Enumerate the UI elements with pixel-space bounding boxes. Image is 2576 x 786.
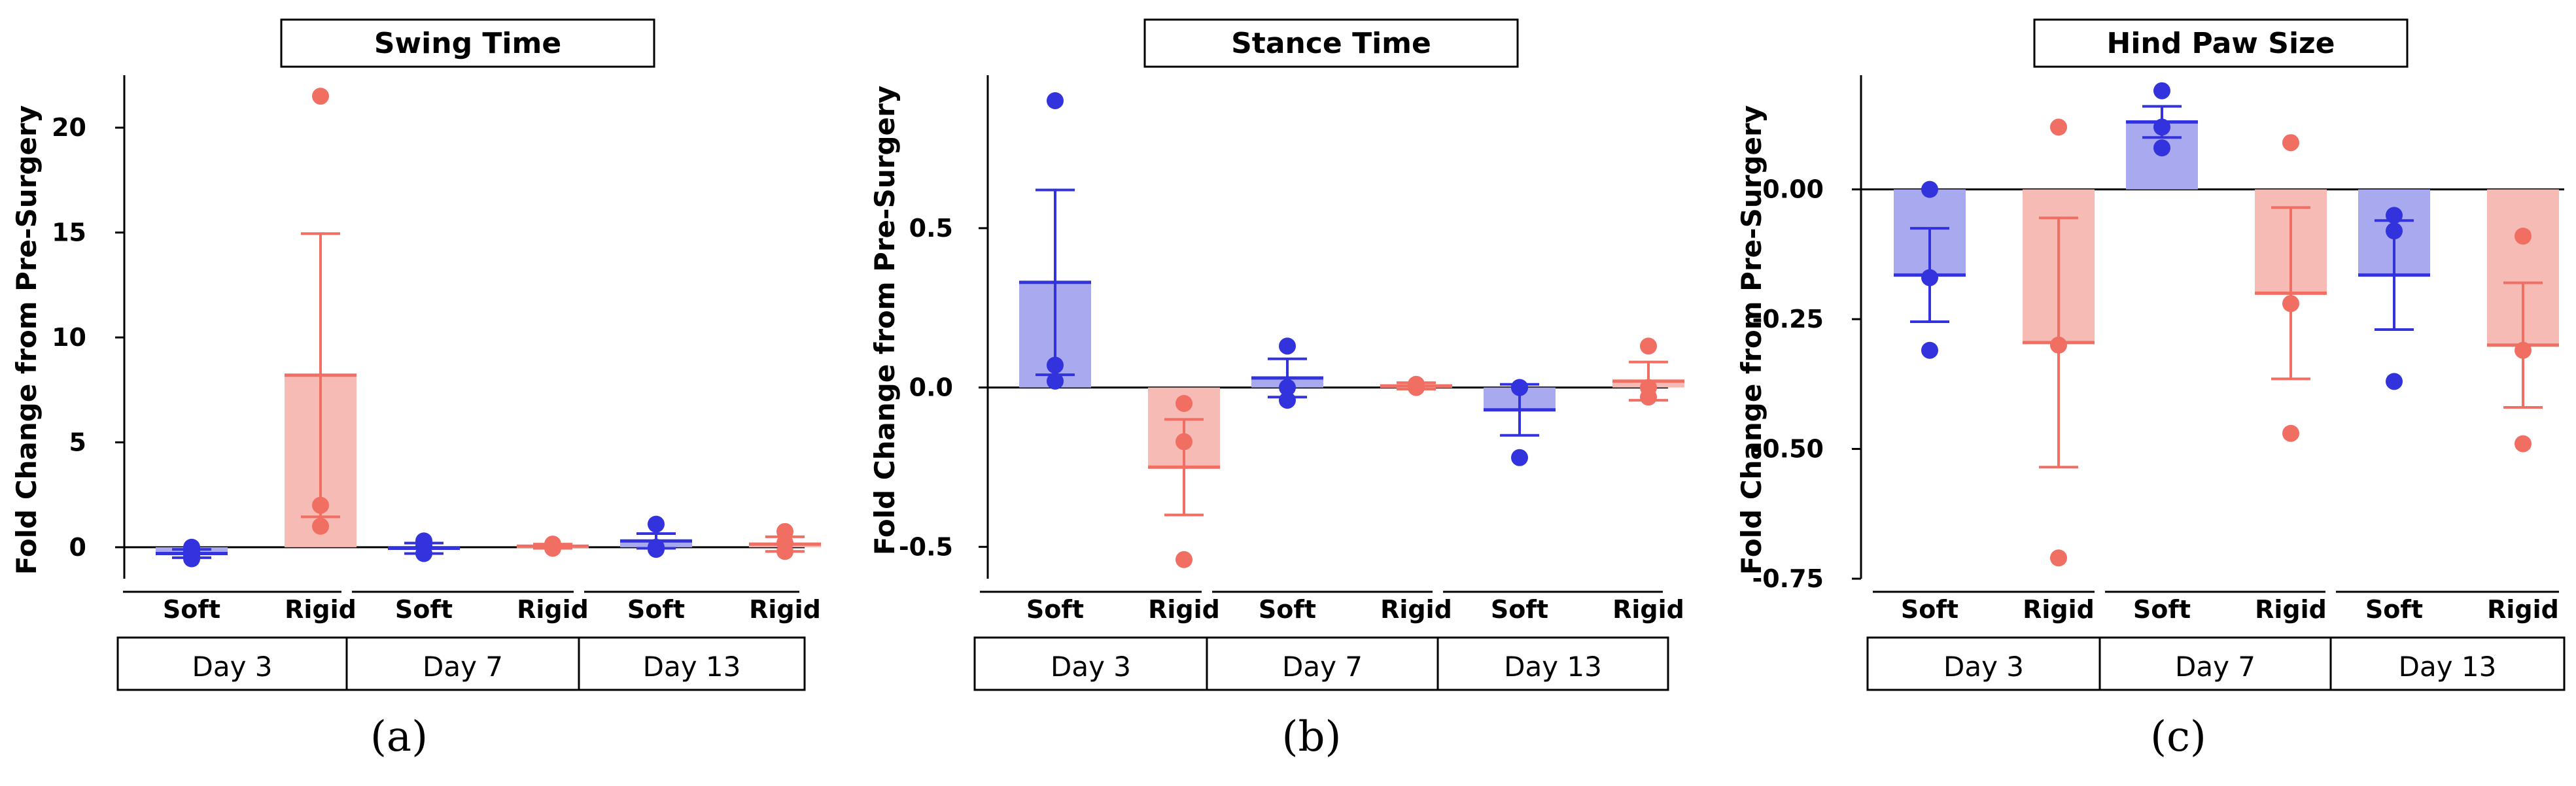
data-point — [1175, 394, 1192, 412]
data-point — [312, 88, 329, 105]
x-category-label: Rigid — [749, 595, 821, 624]
day-table-box — [116, 636, 806, 691]
x-category-label: Rigid — [1380, 595, 1452, 624]
data-point — [1175, 433, 1192, 451]
data-point — [1511, 379, 1528, 396]
y-tick-label: 5 — [69, 428, 86, 456]
y-tick-label: -0.25 — [1752, 305, 1824, 333]
panel-caption: (a) — [370, 713, 428, 761]
data-point — [1921, 341, 1938, 359]
data-point — [2153, 139, 2170, 157]
data-point — [1279, 337, 1296, 355]
data-point — [1408, 377, 1425, 395]
chart-panel-a: Swing Time 0 5 10 15 20 Fold Change from Pre-S… — [10, 18, 821, 761]
y-tick-label: 0 — [69, 533, 86, 562]
data-point — [312, 496, 329, 514]
data-point — [1921, 269, 1938, 286]
x-category-label: Soft — [2365, 595, 2423, 624]
x-category-label: Rigid — [285, 595, 357, 624]
data-point — [1279, 379, 1296, 396]
x-category-label: Rigid — [2487, 595, 2559, 624]
day-table-box — [1866, 636, 2566, 691]
data-point — [1175, 551, 1192, 568]
y-tick-label: -0.75 — [1752, 564, 1824, 593]
y-axis-label: Fold Change from Pre-Surgery — [10, 105, 43, 575]
x-category-label: Soft — [1026, 595, 1084, 624]
x-category-label: Rigid — [1148, 595, 1220, 624]
data-point — [2386, 373, 2403, 390]
day-label: Day 3 — [1943, 651, 2024, 683]
x-category-label: Rigid — [517, 595, 589, 624]
x-category-label: Soft — [2133, 595, 2191, 624]
panel-caption: (c) — [2150, 713, 2206, 761]
y-tick-label: 20 — [52, 113, 86, 142]
data-point — [1047, 372, 1064, 390]
data-point — [2282, 295, 2299, 313]
panel-caption: (b) — [1282, 713, 1342, 761]
y-tick-label: 0.5 — [909, 214, 953, 243]
data-point — [2386, 207, 2403, 224]
x-category-label: Soft — [1259, 595, 1316, 624]
data-point — [183, 538, 200, 556]
x-category-label: Rigid — [2255, 595, 2327, 624]
chart-title-box — [280, 18, 655, 68]
day-label: Day 3 — [1051, 651, 1131, 683]
data-point — [2282, 424, 2299, 442]
data-point — [2050, 549, 2067, 567]
day-label: Day 7 — [2175, 651, 2255, 683]
data-point — [2515, 228, 2532, 245]
data-point — [2153, 118, 2170, 136]
x-category-label: Soft — [163, 595, 220, 624]
chart-title: Stance Time — [1231, 27, 1431, 60]
x-category-label: Soft — [395, 595, 453, 624]
y-axis-label: Fold Change from Pre-Surgery — [869, 86, 901, 555]
day-label: Day 13 — [643, 651, 741, 683]
y-tick-label: -0.5 — [899, 532, 953, 561]
data-point — [2386, 222, 2403, 240]
y-axis-label: Fold Change from Pre-Surgery — [1735, 105, 1767, 575]
chart-title-box — [2033, 18, 2409, 68]
data-point — [1640, 337, 1657, 355]
data-point — [312, 517, 329, 535]
chart-title: Hind Paw Size — [2107, 27, 2335, 60]
x-category-label: Soft — [1491, 595, 1548, 624]
chart-panel-b: Stance Time -0.5 0.0 0.5 Fold Change from Pr… — [869, 18, 1684, 761]
y-tick-label: 10 — [52, 323, 86, 352]
day-label: Day 3 — [192, 651, 272, 683]
data-point — [2515, 435, 2532, 453]
data-point — [2050, 118, 2067, 136]
data-point — [1047, 356, 1064, 374]
data-point — [2515, 341, 2532, 359]
y-tick-label: -0.50 — [1752, 435, 1824, 464]
chart-title: Swing Time — [374, 27, 561, 60]
data-point — [1640, 379, 1657, 396]
data-point — [2050, 336, 2067, 354]
day-label: Day 7 — [423, 651, 503, 683]
data-point — [1921, 180, 1938, 198]
data-point — [1047, 92, 1064, 109]
x-category-label: Rigid — [1612, 595, 1684, 624]
x-category-label: Rigid — [2023, 595, 2095, 624]
y-tick-label: 15 — [52, 218, 86, 247]
y-tick-label: 0.00 — [1762, 175, 1824, 204]
day-table-box — [973, 636, 1669, 691]
data-point — [415, 538, 432, 555]
data-point — [1511, 449, 1528, 466]
day-label: Day 7 — [1282, 651, 1363, 683]
chart-title-box — [1143, 18, 1519, 68]
data-point — [648, 538, 665, 556]
data-point — [2282, 134, 2299, 152]
x-category-label: Soft — [1901, 595, 1958, 624]
y-tick-label: 0.0 — [909, 373, 953, 402]
data-point — [648, 515, 665, 533]
day-label: Day 13 — [2399, 651, 2497, 683]
x-category-label: Soft — [627, 595, 685, 624]
data-point — [1279, 392, 1296, 409]
data-point — [544, 538, 561, 555]
data-point — [776, 534, 793, 552]
data-point — [2153, 82, 2170, 99]
day-label: Day 13 — [1504, 651, 1602, 683]
